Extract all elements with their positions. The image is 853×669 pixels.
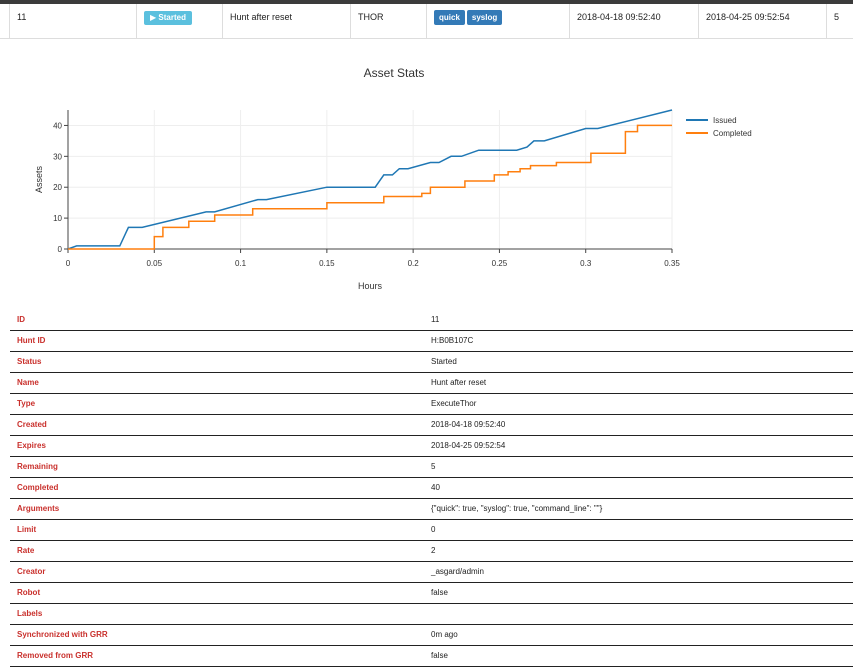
asset-stats-chart-svg: Asset Stats 0 0.05 0.1 0.15 0.2 0.25 0.3 0.35 0 10… — [34, 66, 752, 291]
hunt-labels-cell: quick syslog — [426, 4, 569, 38]
x-tick-label: 0.15 — [319, 259, 335, 268]
detail-row: ID 11 — [10, 310, 853, 331]
detail-label: Robot — [17, 588, 41, 597]
detail-label: Arguments — [17, 504, 60, 513]
hunt-type-cell: THOR — [350, 4, 426, 38]
y-axis-title: Assets — [34, 165, 44, 193]
detail-label: Limit — [17, 525, 37, 534]
series-line-issued — [67, 109, 673, 250]
table-header-bar — [0, 0, 853, 4]
status-badge: ▶ Started — [144, 11, 192, 25]
detail-value: Hunt after reset — [431, 378, 487, 387]
hunt-expires: 2018-04-25 09:52:54 — [706, 12, 790, 22]
x-axis-title: Hours — [358, 281, 383, 291]
hunt-expires-cell: 2018-04-25 09:52:54 — [698, 4, 826, 38]
x-tick-label: 0.3 — [580, 259, 592, 268]
hunt-created-cell: 2018-04-18 09:52:40 — [569, 4, 698, 38]
detail-value: 40 — [431, 483, 440, 492]
detail-row: Creator _asgard/admin — [10, 562, 853, 583]
detail-value: 0m ago — [431, 630, 458, 639]
x-tick-label: 0.35 — [664, 259, 680, 268]
y-tick-label: 30 — [53, 152, 62, 161]
detail-row: Labels — [10, 604, 853, 625]
x-tick-label: 0.25 — [492, 259, 508, 268]
detail-row: Robot false — [10, 583, 853, 604]
x-tick-label: 0 — [66, 259, 71, 268]
detail-label: ID — [17, 315, 25, 324]
detail-label: Type — [17, 399, 36, 408]
y-tick-label: 0 — [58, 245, 63, 254]
hunt-name-cell: Hunt after reset — [222, 4, 350, 38]
detail-value: false — [431, 651, 448, 660]
detail-value: 2018-04-18 09:52:40 — [431, 420, 506, 429]
detail-label: Created — [17, 420, 47, 429]
detail-value: ExecuteThor — [431, 399, 477, 408]
detail-row: Created 2018-04-18 09:52:40 — [10, 415, 853, 436]
detail-row: Type ExecuteThor — [10, 394, 853, 415]
detail-value: H:B0B107C — [431, 336, 474, 345]
detail-value: false — [431, 588, 448, 597]
play-icon: ▶ — [150, 13, 157, 22]
hunt-created: 2018-04-18 09:52:40 — [577, 12, 661, 22]
status-badge-label: Started — [158, 13, 186, 22]
detail-value: 11 — [431, 315, 440, 324]
y-tick-label: 20 — [53, 183, 62, 192]
detail-label: Remaining — [17, 462, 58, 471]
chart-title: Asset Stats — [364, 66, 425, 80]
hunt-status-cell: ▶ Started — [136, 4, 222, 38]
hunt-id: 11 — [17, 12, 27, 22]
detail-row: Arguments {"quick": true, "syslog": true,… — [10, 499, 853, 520]
detail-label: Removed from GRR — [17, 651, 94, 660]
detail-row: Rate 2 — [10, 541, 853, 562]
y-tick-label: 10 — [53, 214, 62, 223]
x-tick-label: 0.2 — [408, 259, 420, 268]
x-tick-label: 0.05 — [146, 259, 162, 268]
hunt-table-row[interactable]: 11 ▶ Started Hunt after reset THOR quick… — [0, 4, 853, 39]
legend-label-completed: Completed — [713, 129, 752, 138]
detail-value: Started — [431, 357, 457, 366]
detail-row: Limit 0 — [10, 520, 853, 541]
detail-value: 5 — [431, 462, 436, 471]
detail-value: {"quick": true, "syslog": true, "command… — [431, 504, 603, 513]
detail-label: Status — [17, 357, 42, 366]
detail-label: Rate — [17, 546, 35, 555]
hunt-name: Hunt after reset — [230, 12, 293, 22]
detail-row: Hunt ID H:B0B107C — [10, 331, 853, 352]
series-line-completed — [68, 124, 672, 250]
asset-stats-chart: Asset Stats 0 0.05 0.1 0.15 0.2 0.25 0.3 0.35 0 10… — [0, 40, 853, 305]
detail-label: Creator — [17, 567, 46, 576]
hunt-remaining: 5 — [834, 12, 840, 22]
detail-label: Hunt ID — [17, 336, 46, 345]
detail-row: Status Started — [10, 352, 853, 373]
hunt-id-cell: 11 — [9, 4, 136, 38]
label-tag-quick[interactable]: quick — [434, 10, 465, 25]
hunt-type: THOR — [358, 12, 384, 22]
detail-value: 2018-04-25 09:52:54 — [431, 441, 506, 450]
x-tick-label: 0.1 — [235, 259, 247, 268]
hunt-remaining-cell: 5 — [826, 4, 853, 38]
detail-row: Synchronized with GRR 0m ago — [10, 625, 853, 646]
detail-row: Removed from GRR false — [10, 646, 853, 667]
detail-label: Name — [17, 378, 39, 387]
detail-row: Completed 40 — [10, 478, 853, 499]
detail-row: Expires 2018-04-25 09:52:54 — [10, 436, 853, 457]
label-tag-syslog[interactable]: syslog — [466, 10, 503, 25]
detail-label: Labels — [17, 609, 43, 618]
detail-label: Expires — [17, 441, 46, 450]
hunt-details-table: ID 11 Hunt ID H:B0B107C Status Started Name Hun… — [10, 310, 853, 667]
detail-row: Remaining 5 — [10, 457, 853, 478]
detail-row: Name Hunt after reset — [10, 373, 853, 394]
detail-value: 2 — [431, 546, 436, 555]
detail-label: Synchronized with GRR — [17, 630, 108, 639]
legend-label-issued: Issued — [713, 116, 737, 125]
detail-label: Completed — [17, 483, 59, 492]
detail-value: _asgard/admin — [431, 567, 484, 576]
y-tick-label: 40 — [53, 121, 62, 130]
detail-value: 0 — [431, 525, 436, 534]
